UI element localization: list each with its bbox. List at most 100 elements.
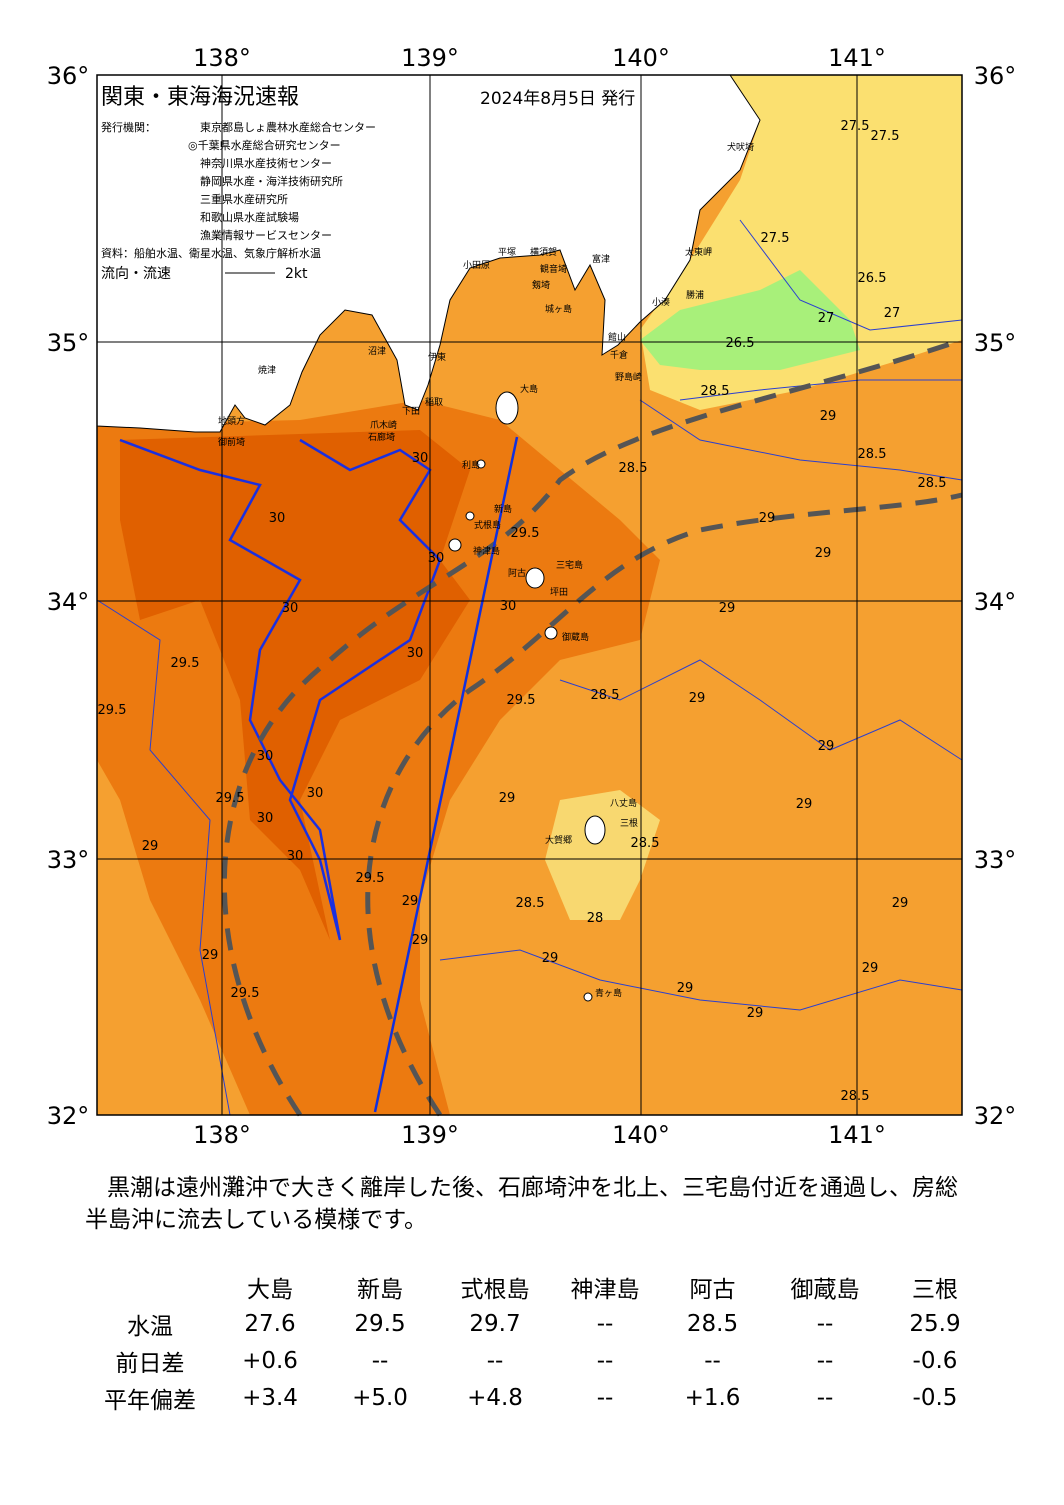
contour-label: 29 bbox=[202, 948, 219, 963]
lat-label: 36° bbox=[974, 62, 1017, 90]
contour-label: 30 bbox=[412, 451, 429, 466]
island bbox=[544, 626, 558, 640]
contour-label: 28.5 bbox=[918, 476, 947, 491]
contour-30 bbox=[119, 438, 442, 941]
contour-label: 29.5 bbox=[231, 986, 260, 1001]
contour-label: 30 bbox=[257, 749, 274, 764]
contour-label: 30 bbox=[500, 599, 517, 614]
data-table: 大島 新島 式根島 神津島 阿古 御蔵島 三根 水温 27.6 29.5 29.7 -- 28.5 --… bbox=[85, 1268, 990, 1416]
sea-26 bbox=[640, 270, 860, 370]
contour-label: 30 bbox=[428, 551, 445, 566]
place-name: 神津島 bbox=[473, 545, 500, 557]
lat-label: 36° bbox=[47, 62, 90, 90]
contour-label: 29.5 bbox=[98, 703, 127, 718]
place-name: 稲取 bbox=[425, 396, 443, 408]
place-name: 利島 bbox=[462, 459, 480, 471]
contour-label: 29 bbox=[796, 797, 813, 812]
island bbox=[476, 459, 486, 469]
legend-speed: 2kt bbox=[285, 266, 308, 282]
contours bbox=[96, 219, 963, 1116]
contour bbox=[439, 949, 963, 1011]
place-name: 平塚 bbox=[498, 247, 516, 258]
contour-label: 27 bbox=[884, 306, 901, 321]
islands bbox=[448, 391, 606, 1002]
cell: 25.9 bbox=[909, 1310, 961, 1337]
contour bbox=[639, 399, 963, 481]
issuer: 漁業情報サービスセンター bbox=[200, 228, 332, 242]
island bbox=[448, 538, 462, 552]
kuroshio-north bbox=[221, 337, 963, 1117]
lon-label: 138° bbox=[193, 44, 251, 72]
contour-label: 30 bbox=[307, 786, 324, 801]
place-name: 大島 bbox=[520, 383, 538, 395]
contour-label: 29 bbox=[747, 1006, 764, 1021]
col-header: 御蔵島 bbox=[790, 1276, 860, 1303]
contour-label: 29.5 bbox=[507, 693, 536, 708]
contour-label: 29 bbox=[820, 409, 837, 424]
observation-line bbox=[373, 436, 519, 1113]
col-header: 式根島 bbox=[460, 1276, 530, 1303]
cell: -- bbox=[816, 1384, 834, 1411]
place-name: 富津 bbox=[592, 253, 610, 265]
cell: -- bbox=[704, 1347, 721, 1374]
cell: 28.5 bbox=[686, 1310, 739, 1337]
source: 資料：船舶水温、衛星水温、気象庁解析水温 bbox=[101, 246, 321, 260]
contour-label: 26.5 bbox=[858, 271, 887, 286]
land bbox=[96, 74, 761, 433]
lat-label: 35° bbox=[974, 329, 1017, 357]
contour-label: 27.5 bbox=[841, 119, 870, 134]
cell: -- bbox=[596, 1310, 614, 1337]
contour-label: 29 bbox=[499, 791, 516, 806]
sea-30 bbox=[120, 430, 470, 940]
contour-label: 29 bbox=[412, 933, 429, 948]
island bbox=[583, 992, 593, 1002]
contour bbox=[96, 599, 231, 1116]
contour-label: 27 bbox=[818, 311, 835, 326]
cell: -- bbox=[816, 1347, 834, 1374]
issuer: 三重県水産研究所 bbox=[200, 192, 288, 206]
contour-label: 29.5 bbox=[511, 526, 540, 541]
cell: -0.5 bbox=[912, 1384, 958, 1411]
contour-label: 29.5 bbox=[171, 656, 200, 671]
contour-label: 28.5 bbox=[591, 688, 620, 703]
contour-label: 29 bbox=[818, 739, 835, 754]
col-header: 三根 bbox=[912, 1276, 958, 1303]
issuer: 神奈川県水産技術センター bbox=[200, 156, 332, 170]
kuroshio-axis bbox=[221, 337, 963, 1117]
sea-28 bbox=[545, 790, 660, 920]
contour-label: 30 bbox=[407, 646, 424, 661]
cell: -- bbox=[596, 1384, 614, 1411]
summary: 黒潮は遠州灘沖で大きく離岸した後、石廊埼沖を北上、三宅島付近を通過し、房総半島沖… bbox=[85, 1175, 958, 1233]
contour-label: 29 bbox=[677, 981, 694, 996]
lat-label: 32° bbox=[47, 1102, 90, 1130]
legend-label: 流向・流速 bbox=[101, 266, 171, 282]
cell: -- bbox=[486, 1347, 504, 1374]
place-name: 下田 bbox=[402, 406, 420, 417]
lon-label: 141° bbox=[828, 44, 886, 72]
contour-label: 30 bbox=[287, 849, 304, 864]
place-name: 石廊埼 bbox=[368, 431, 395, 443]
contour-label: 27.5 bbox=[761, 231, 790, 246]
cell: -- bbox=[816, 1310, 834, 1337]
place-name: 小田原 bbox=[463, 260, 490, 271]
col-header: 大島 bbox=[247, 1276, 293, 1303]
place-name: 千倉 bbox=[610, 349, 628, 361]
place-name: 新島 bbox=[494, 503, 512, 515]
place-name: 御前埼 bbox=[218, 436, 245, 448]
contour-label: 28.5 bbox=[516, 896, 545, 911]
lon-label: 139° bbox=[401, 1121, 459, 1149]
contour-label: 27.5 bbox=[871, 129, 900, 144]
place-name: 阿古 bbox=[508, 567, 526, 579]
place-name: 爪木崎 bbox=[370, 419, 397, 431]
place-name: 小湊 bbox=[652, 296, 670, 308]
contour-label: 26.5 bbox=[726, 336, 755, 351]
place-name: 坪田 bbox=[550, 587, 568, 598]
lat-label: 35° bbox=[47, 329, 90, 357]
lat-label: 34° bbox=[47, 588, 90, 616]
contour-label: 29 bbox=[142, 839, 159, 854]
place-name: 横須賀 bbox=[530, 246, 557, 258]
lon-label: 139° bbox=[401, 44, 459, 72]
cell: 29.5 bbox=[354, 1310, 406, 1337]
lon-label: 140° bbox=[612, 44, 670, 72]
